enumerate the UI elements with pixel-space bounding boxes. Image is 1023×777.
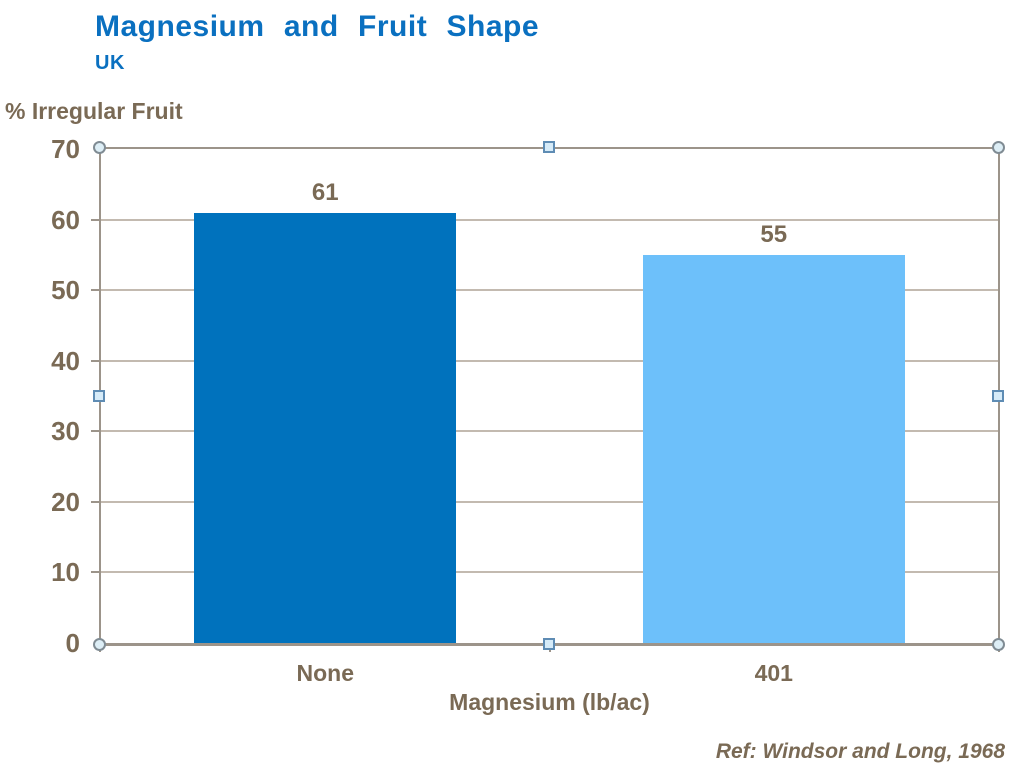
- bar-value-label: 61: [311, 178, 339, 206]
- selection-handle-bottom-center[interactable]: [542, 638, 555, 650]
- y-tick-label-20: 20: [51, 486, 80, 517]
- gridline-50: [101, 289, 998, 292]
- selection-handle-bottom-right[interactable]: [992, 638, 1005, 651]
- selection-handle-bottom-left[interactable]: [93, 638, 106, 651]
- y-tick-label-10: 10: [51, 557, 80, 588]
- bar-401[interactable]: 55: [642, 221, 905, 643]
- bar-none[interactable]: 61: [194, 179, 457, 643]
- y-tick-label-40: 40: [51, 345, 80, 376]
- gridline-20: [101, 500, 998, 503]
- selection-handle-top-right[interactable]: [992, 141, 1005, 154]
- x-axis-title: Magnesium (lb/ac): [449, 689, 650, 715]
- y-tick-mark-30: [91, 430, 100, 433]
- y-tick-mark-10: [91, 571, 100, 574]
- gridline-40: [101, 359, 998, 362]
- y-axis-title: % Irregular Fruit: [5, 98, 183, 124]
- gridline-10: [101, 571, 998, 574]
- y-tick-label-0: 0: [65, 628, 80, 658]
- plot-area[interactable]: 61 55: [99, 147, 1000, 646]
- y-tick-label-70: 70: [51, 134, 80, 164]
- selection-handle-middle-right[interactable]: [992, 389, 1004, 402]
- x-category-label-401: 401: [754, 660, 793, 686]
- y-tick-label-50: 50: [51, 275, 80, 306]
- selection-handle-middle-left[interactable]: [93, 389, 105, 402]
- y-tick-mark-50: [91, 289, 100, 292]
- selection-handle-top-center[interactable]: [542, 141, 555, 153]
- reference-citation: Ref: Windsor and Long, 1968: [715, 740, 1005, 763]
- x-category-label-none: None: [296, 660, 355, 686]
- y-tick-label-60: 60: [51, 204, 80, 235]
- selection-handle-top-left[interactable]: [93, 141, 106, 154]
- y-tick-mark-20: [91, 500, 100, 503]
- y-tick-mark-40: [91, 359, 100, 362]
- gridline-60: [101, 218, 998, 221]
- gridline-30: [101, 430, 998, 433]
- chart-title: Magnesium and Fruit Shape: [95, 10, 540, 43]
- bar-value-label: 55: [760, 220, 788, 248]
- y-tick-label-30: 30: [51, 416, 80, 447]
- y-tick-mark-60: [91, 218, 100, 221]
- chart-subtitle: UK: [95, 52, 125, 74]
